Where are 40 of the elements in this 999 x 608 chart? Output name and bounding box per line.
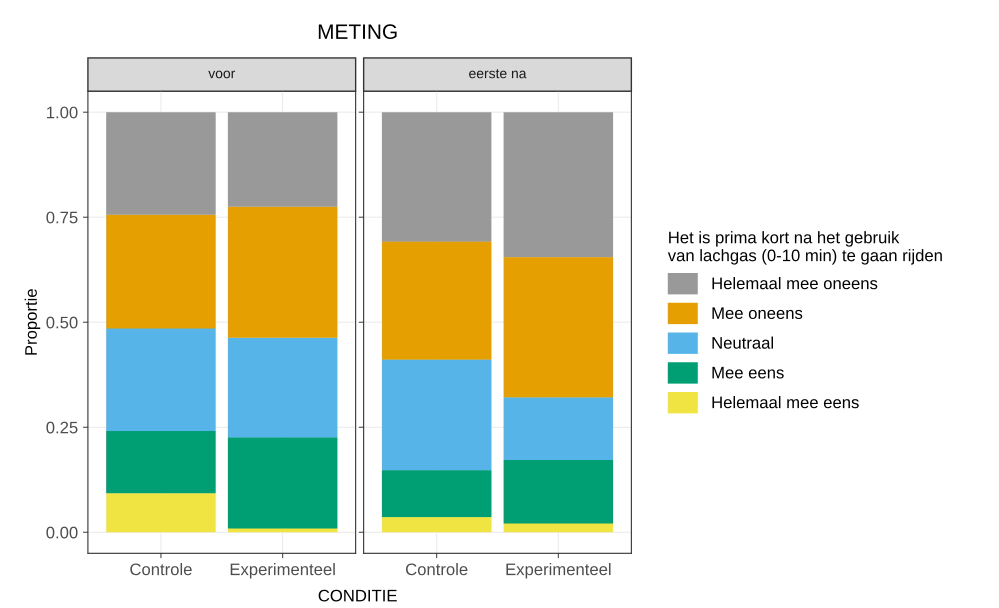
y-tick-label: 0.25 (46, 422, 78, 434)
bar (504, 460, 614, 524)
text: METING (318, 24, 397, 40)
legend-title: Het is prima kort na het gebruik van lachgas (0-10 min) te gaan rijden (668, 231, 942, 265)
bar (228, 437, 338, 528)
bar (504, 397, 614, 460)
bar (382, 517, 492, 532)
bar (228, 338, 338, 438)
bar (382, 360, 492, 470)
bar (382, 470, 492, 518)
bar (504, 523, 614, 532)
x-tick-label: Controle (406, 563, 468, 576)
bar (504, 112, 614, 258)
bar (382, 242, 492, 360)
bar (106, 328, 216, 432)
chart-title: eerste na (469, 69, 526, 78)
bar (106, 214, 216, 329)
bar (228, 206, 338, 338)
bar (504, 257, 614, 398)
legend-label: Helemaal mee oneens (712, 277, 878, 290)
y-tick-label: 0.00 (46, 526, 78, 538)
legend-label: Helemaal mee eens (712, 396, 859, 408)
y-tick-label: 0.75 (46, 212, 78, 224)
legend-label: Neutraal (712, 336, 773, 349)
x-axis-title: CONDITIE (318, 590, 397, 602)
y-axis-title: Proportie (24, 289, 40, 355)
x-tick-label: Experimenteel (230, 563, 335, 579)
chart-title: voor (208, 70, 236, 78)
bar (382, 112, 492, 242)
bar (106, 431, 216, 494)
y-tick-label: 0.50 (46, 316, 78, 328)
x-tick-label: Experimenteel (506, 563, 611, 579)
bar (106, 112, 216, 215)
bar (228, 112, 338, 207)
bar (106, 493, 216, 532)
y-tick-label: 1.00 (47, 106, 78, 118)
legend-label: Mee eens (712, 366, 784, 379)
bar (228, 528, 338, 532)
x-tick-label: Controle (130, 563, 192, 576)
legend-label: Mee oneens (712, 307, 802, 320)
